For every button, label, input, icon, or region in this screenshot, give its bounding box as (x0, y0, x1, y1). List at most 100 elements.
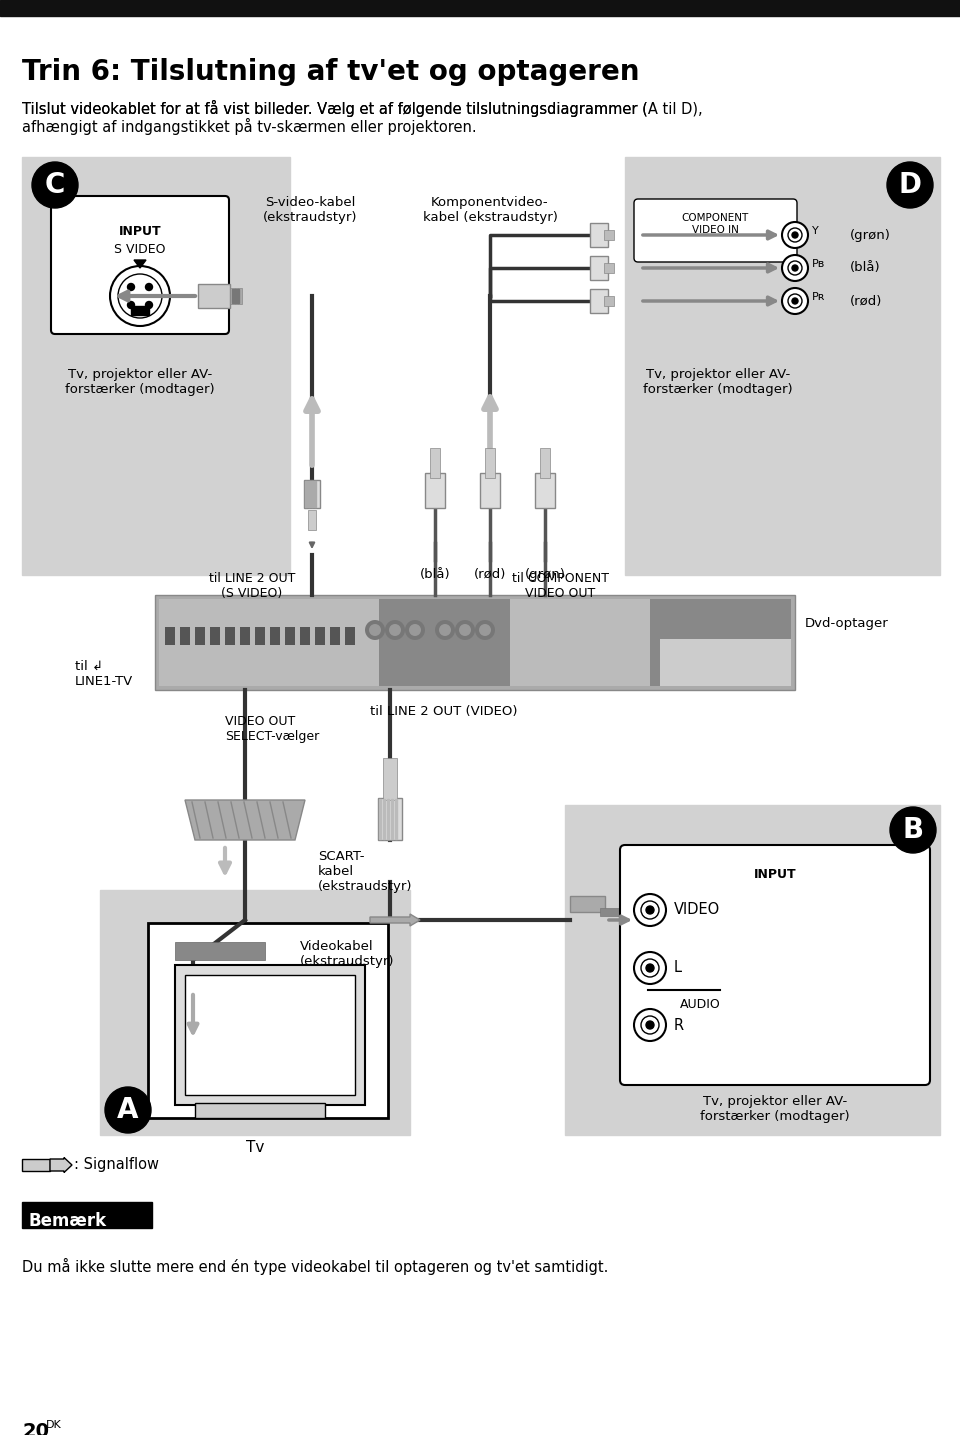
Bar (230, 288, 242, 304)
Bar (148, 923, 388, 1118)
Circle shape (439, 624, 451, 636)
Bar (238, 288, 239, 303)
Bar (225, 627, 235, 644)
Bar (210, 627, 220, 644)
Circle shape (455, 620, 475, 640)
Bar (159, 598, 379, 686)
Text: A: A (117, 1096, 139, 1124)
Polygon shape (185, 799, 305, 839)
Text: : Signalflow: : Signalflow (74, 1158, 159, 1172)
Bar (387, 799, 389, 839)
Text: Bemærk: Bemærk (28, 1213, 107, 1230)
Text: Pʀ: Pʀ (812, 291, 826, 301)
Circle shape (146, 301, 153, 309)
Bar (185, 974, 355, 1095)
Circle shape (641, 901, 659, 918)
Bar (590, 288, 608, 313)
Bar (235, 288, 236, 303)
Text: Tv, projektor eller AV-
forstærker (modtager): Tv, projektor eller AV- forstærker (modt… (643, 367, 793, 396)
Bar (308, 481, 310, 507)
Text: Komponentvideo-
kabel (ekstraudstyr): Komponentvideo- kabel (ekstraudstyr) (422, 197, 558, 224)
FancyArrow shape (50, 1158, 72, 1172)
Circle shape (475, 620, 495, 640)
Bar (395, 799, 397, 839)
Circle shape (110, 265, 170, 326)
Text: Tv, projektor eller AV-
forstærker (modtager): Tv, projektor eller AV- forstærker (modt… (700, 1095, 850, 1124)
Bar (590, 222, 608, 247)
Bar (345, 627, 355, 644)
Circle shape (788, 294, 802, 309)
Bar (308, 509, 316, 530)
Text: Pʙ: Pʙ (812, 258, 826, 268)
Circle shape (128, 284, 134, 290)
Bar (425, 474, 445, 508)
Circle shape (634, 894, 666, 926)
Bar (304, 479, 320, 508)
Circle shape (409, 624, 421, 636)
Text: (blå): (blå) (850, 261, 880, 274)
Text: VIDEO: VIDEO (674, 903, 720, 917)
Circle shape (782, 255, 808, 281)
Bar (330, 627, 340, 644)
Bar (535, 474, 555, 508)
Bar (311, 481, 313, 507)
Bar (155, 596, 795, 690)
Circle shape (435, 620, 455, 640)
FancyBboxPatch shape (620, 845, 930, 1085)
Bar (22, 156, 290, 575)
Bar (383, 799, 385, 839)
Bar (540, 448, 550, 478)
Bar (22, 1159, 50, 1171)
Bar (510, 598, 650, 686)
Circle shape (479, 624, 491, 636)
Text: til COMPONENT
VIDEO OUT: til COMPONENT VIDEO OUT (512, 573, 609, 600)
Bar (565, 805, 940, 1135)
Bar (485, 448, 495, 478)
Bar (660, 639, 791, 686)
Text: INPUT: INPUT (119, 225, 161, 238)
FancyBboxPatch shape (634, 199, 797, 263)
Text: INPUT: INPUT (754, 868, 796, 881)
Text: til LINE 2 OUT (VIDEO): til LINE 2 OUT (VIDEO) (370, 705, 517, 718)
Text: C: C (45, 171, 65, 199)
Circle shape (792, 298, 798, 304)
Bar (22, 1203, 152, 1228)
Circle shape (369, 624, 381, 636)
Bar (570, 895, 605, 913)
Circle shape (118, 274, 162, 319)
Circle shape (634, 1009, 666, 1040)
Text: VIDEO OUT
SELECT-vælger: VIDEO OUT SELECT-vælger (225, 715, 320, 743)
Text: Tilslut videokablet for at få vist billeder. Vælg et af følgende tilslutningsdia: Tilslut videokablet for at få vist bille… (22, 100, 703, 118)
Text: Videokabel
(ekstraudstyr): Videokabel (ekstraudstyr) (300, 940, 395, 969)
Circle shape (128, 301, 134, 309)
Circle shape (641, 1016, 659, 1035)
Polygon shape (134, 260, 146, 268)
Text: 20: 20 (22, 1422, 49, 1435)
Bar (590, 255, 608, 280)
Text: Trin 6: Tilslutning af tv'et og optageren: Trin 6: Tilslutning af tv'et og optagere… (22, 57, 639, 86)
FancyBboxPatch shape (51, 197, 229, 334)
Bar (604, 230, 614, 240)
Bar (604, 263, 614, 273)
Circle shape (646, 1020, 654, 1029)
Bar (180, 627, 190, 644)
Bar (255, 627, 265, 644)
Text: (grøn): (grøn) (524, 568, 565, 581)
Circle shape (634, 951, 666, 984)
Bar (159, 598, 791, 686)
Text: R: R (674, 1017, 684, 1033)
Circle shape (389, 624, 401, 636)
Text: til LINE 2 OUT
(S VIDEO): til LINE 2 OUT (S VIDEO) (209, 573, 295, 600)
Bar (236, 288, 237, 303)
Bar (604, 296, 614, 306)
Bar (165, 627, 175, 644)
Circle shape (459, 624, 471, 636)
Circle shape (887, 162, 933, 208)
Circle shape (105, 1086, 151, 1134)
Text: S-video-kabel
(ekstraudstyr): S-video-kabel (ekstraudstyr) (263, 197, 357, 224)
Text: afhængigt af indgangstikket på tv-skærmen eller projektoren.: afhængigt af indgangstikket på tv-skærme… (22, 118, 476, 135)
Circle shape (890, 806, 936, 852)
Text: (grøn): (grøn) (850, 228, 891, 241)
Circle shape (146, 284, 153, 290)
Bar (232, 288, 233, 303)
